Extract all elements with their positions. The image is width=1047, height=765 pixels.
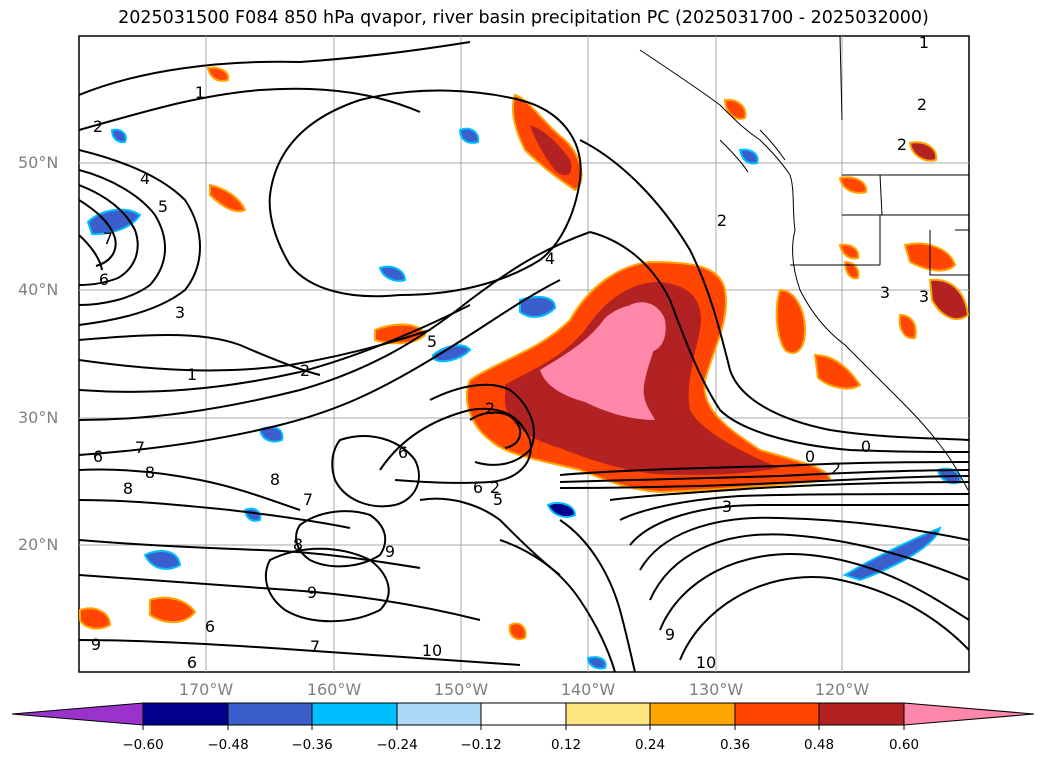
contour-label: 1 [195,83,205,102]
contour-label: 3 [722,497,732,516]
precip-plume [465,260,832,494]
contour-label: 8 [293,535,303,554]
contour-label: 4 [140,169,150,188]
colorbar-bin [649,702,736,726]
colorbar-tick-label: 0.36 [719,737,751,753]
lon-label-170w: 170°W [178,680,234,699]
contour-label: 0 [861,437,871,456]
contour-label: 2 [717,211,727,230]
colorbar-extend-high [903,702,1035,726]
colorbar-tick-label: 0.24 [634,737,666,753]
lon-label-140w: 140°W [560,680,616,699]
contour-labels: 1 2 4 5 7 6 3 2 1 7 8 8 6 8 7 8 9 9 6 6 … [91,33,929,672]
contour-label: 2 [300,361,310,380]
contour-label: 2 [485,399,495,418]
precip-patches [79,66,969,641]
contour-label: 5 [158,197,168,216]
contour-label: 1 [187,365,197,384]
colorbar-bin [396,702,482,726]
contour-label: 7 [303,490,313,509]
contour-label: 6 [473,478,483,497]
contour-label: 6 [398,443,408,462]
contour-label: 2 [917,95,927,114]
colorbar-bin [480,702,567,726]
contour-label: 3 [880,283,890,302]
colorbar-tick-label: −0.60 [122,737,164,753]
colorbar-tick-label: 0.60 [888,737,920,753]
colorbar-ticks [142,725,905,730]
colorbar-bin [734,702,820,726]
lat-label-20n: 20°N [18,535,59,554]
contour-label: 6 [205,617,215,636]
qvapor-contours [79,41,969,672]
contour-label: 9 [307,583,317,602]
contour-label: 6 [93,447,103,466]
lat-label-30n: 30°N [18,408,59,427]
contour-label: 2 [831,459,841,478]
lon-label-130w: 130°W [688,680,744,699]
lat-label-40n: 40°N [18,280,59,299]
contour-label: 1 [919,33,929,52]
lon-label-120w: 120°W [814,680,870,699]
contour-label: 0 [805,447,815,466]
contour-label: 8 [270,470,280,489]
contour-label: 8 [145,463,155,482]
colorbar-tick-label: −0.24 [376,737,418,753]
contour-label: 2 [93,117,103,136]
contour-label: 6 [99,270,109,289]
contour-label: 6 [187,653,197,672]
contour-label: 9 [665,625,675,644]
contour-label: 9 [385,542,395,561]
contour-label: 10 [422,641,442,660]
lon-label-160w: 160°W [306,680,362,699]
contour-label: 9 [91,635,101,654]
colorbar-bin [142,702,229,726]
contour-label: 5 [427,332,437,351]
contour-label: 2 [490,478,500,497]
colorbar-bin [227,702,313,726]
colorbar [11,702,1035,730]
contour-label: 8 [123,479,133,498]
lat-label-50n: 50°N [18,153,59,172]
contour-label: 3 [175,303,185,322]
contour-label: 7 [103,229,113,248]
colorbar-tick-label: 0.48 [803,737,835,753]
colorbar-tick-label: −0.12 [460,737,502,753]
contour-label: 10 [696,653,716,672]
lon-label-150w: 150°W [433,680,489,699]
contour-label: 5 [493,490,503,509]
colorbar-bin [565,702,651,726]
map-title: 2025031500 F084 850 hPa qvapor, river ba… [118,8,929,28]
contour-label: 3 [919,287,929,306]
colorbar-bin [311,702,398,726]
contour-label: 4 [545,249,555,268]
colorbar-tick-label: −0.36 [291,737,333,753]
colorbar-bin [818,702,905,726]
contour-label: 7 [135,438,145,457]
contour-label: 7 [310,637,320,656]
contour-label: 2 [897,135,907,154]
coastline [639,36,969,491]
colorbar-extend-low [11,702,144,726]
colorbar-tick-label: −0.48 [207,737,249,753]
colorbar-tick-label: 0.12 [550,737,582,753]
